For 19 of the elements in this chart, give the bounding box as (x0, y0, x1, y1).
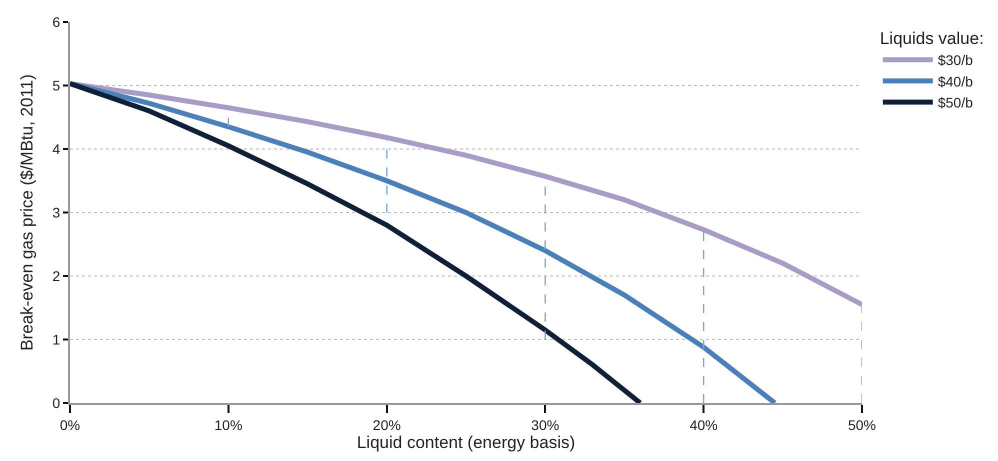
x-axis-title: Liquid content (energy basis) (356, 432, 576, 452)
y-axis-title: Break-even gas price ($/MBtu, 2011) (17, 74, 36, 351)
x-tick-label: 50% (848, 416, 876, 433)
y-tick-label: 4 (52, 140, 60, 157)
legend-label: $50/b (938, 94, 974, 111)
y-tick-label: 0 (52, 394, 60, 411)
y-tick-label: 3 (52, 204, 60, 220)
x-tick-label: 0% (60, 416, 80, 433)
x-tick-label: 20% (372, 416, 401, 433)
y-tick-label: 5 (52, 77, 60, 94)
y-tick-label: 6 (52, 14, 60, 30)
y-tick-label: 1 (52, 331, 60, 348)
y-tick-label: 2 (52, 268, 60, 284)
x-tick-label: 30% (531, 416, 560, 433)
legend-title: Liquids value: (880, 29, 984, 48)
legend-label: $40/b (938, 73, 974, 90)
legend-label: $30/b (938, 52, 974, 68)
x-tick-label: 40% (690, 416, 718, 433)
x-tick-label: 10% (214, 416, 242, 433)
